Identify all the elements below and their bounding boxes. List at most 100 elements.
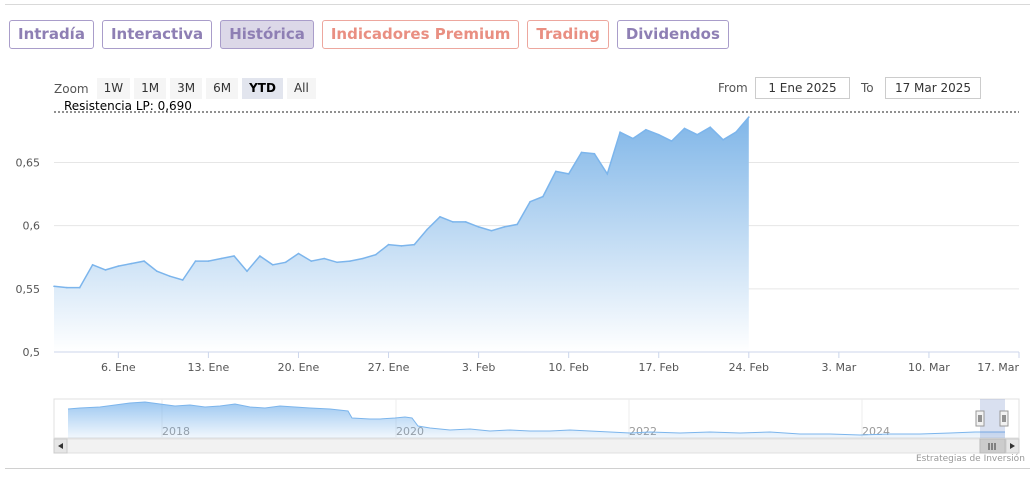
data-point <box>696 133 699 136</box>
data-point <box>477 226 480 228</box>
data-point <box>156 270 158 273</box>
data-point <box>748 116 750 118</box>
x-tick-label: 3. Mar <box>821 361 856 374</box>
data-point <box>362 257 364 260</box>
data-point <box>387 243 390 246</box>
tab-hist-rica[interactable]: Histórica <box>220 20 314 49</box>
data-point <box>53 285 55 288</box>
data-point <box>722 139 724 141</box>
tab-interactiva[interactable]: Interactiva <box>101 20 213 49</box>
data-point <box>593 152 596 155</box>
data-point <box>529 200 531 203</box>
data-point <box>207 260 210 262</box>
data-point <box>516 223 518 226</box>
x-tick-label: 10. Feb <box>548 361 588 374</box>
zoom-button-ytd[interactable]: YTD <box>242 78 283 99</box>
data-point <box>709 126 711 128</box>
data-point <box>220 257 223 260</box>
data-point <box>490 229 493 232</box>
arrow-right-icon <box>1010 443 1015 449</box>
zoom-button-1w[interactable]: 1W <box>96 78 131 99</box>
data-point <box>542 195 544 198</box>
x-tick-label: 17. Feb <box>638 361 678 374</box>
zoom-button-3m[interactable]: 3M <box>170 78 203 99</box>
x-tick-label: 24. Feb <box>729 361 769 374</box>
y-axis-labels: 0,5 0,55 0,6 0,65 <box>16 157 41 359</box>
data-point <box>78 286 81 289</box>
tab-trading[interactable]: Trading <box>527 20 609 49</box>
data-point <box>567 173 570 175</box>
tab-indicadores-premium[interactable]: Indicadores Premium <box>321 20 520 49</box>
zoom-button-6m[interactable]: 6M <box>206 78 239 99</box>
to-date-input[interactable]: 17 Mar 2025 <box>885 77 981 99</box>
y-tick-label: 0,65 <box>16 157 41 170</box>
data-point <box>400 245 403 247</box>
from-date-input[interactable]: 1 Ene 2025 <box>755 77 850 99</box>
data-point <box>104 269 107 271</box>
data-point <box>670 140 673 142</box>
data-point <box>735 131 737 133</box>
to-label: To <box>861 81 874 95</box>
scrollbar-track[interactable] <box>53 438 1020 454</box>
x-tick-label: 3. Feb <box>462 361 495 374</box>
data-point <box>645 128 647 131</box>
resistance-line: Resistencia LP: 0,690 <box>54 99 1019 113</box>
data-point <box>143 260 145 262</box>
data-point <box>426 228 428 231</box>
data-point <box>181 279 184 281</box>
data-point <box>555 170 557 173</box>
tab-dividendos[interactable]: Dividendos <box>616 20 729 49</box>
data-point <box>246 270 248 273</box>
data-point <box>349 260 351 262</box>
data-point <box>606 173 609 175</box>
zoom-label: Zoom <box>54 81 89 96</box>
y-tick-label: 0,6 <box>23 220 41 233</box>
data-point <box>297 252 300 255</box>
data-point <box>271 264 274 266</box>
data-point <box>336 261 338 264</box>
x-tick-label: 13. Ene <box>188 361 230 374</box>
data-point <box>323 257 326 260</box>
data-point <box>464 221 467 223</box>
data-point <box>619 131 621 133</box>
zoom-button-all[interactable]: All <box>286 78 316 99</box>
data-point <box>233 255 235 257</box>
data-point <box>117 265 120 267</box>
data-point <box>284 261 287 264</box>
price-area-series <box>53 116 750 352</box>
credits-text: Estrategias de Inversión <box>916 454 1025 464</box>
tab-bar: Intradía Interactiva Histórica Indicadores … <box>9 20 729 49</box>
navigator-line <box>67 401 1005 436</box>
navigator[interactable]: 2018202020222024 <box>53 398 1020 454</box>
from-label: From <box>718 81 748 95</box>
data-point <box>503 226 506 228</box>
data-point <box>374 253 377 256</box>
tab-intrad-a[interactable]: Intradía <box>9 20 94 49</box>
arrow-left-icon <box>58 443 63 449</box>
x-tick-label: 17. Mar <box>977 361 1019 374</box>
x-axis: 6. Ene 13. Ene 20. Ene 27. Ene 3. Feb 10. Feb… <box>54 351 1020 374</box>
zoom-button-1m[interactable]: 1M <box>134 78 167 99</box>
area-fill <box>54 117 749 352</box>
data-point <box>66 286 68 289</box>
navigator-handle[interactable] <box>975 410 985 427</box>
navigator-handle[interactable] <box>999 410 1009 427</box>
data-point <box>310 260 313 262</box>
top-divider <box>5 4 1030 5</box>
bottom-divider <box>5 468 1030 469</box>
navigator-area <box>68 402 1005 438</box>
data-point <box>632 137 634 140</box>
zoom-controls: Zoom 1W 1M 3M 6M YTD All <box>54 78 316 99</box>
data-point <box>657 133 660 136</box>
data-point <box>130 262 132 265</box>
data-point <box>91 264 94 266</box>
x-tick-label: 6. Ene <box>101 361 136 374</box>
data-point <box>413 243 416 246</box>
data-point <box>169 275 171 278</box>
data-point <box>194 260 197 262</box>
y-tick-label: 0,55 <box>16 283 41 296</box>
data-point <box>259 255 261 257</box>
y-tick-label: 0,5 <box>23 346 41 359</box>
x-tick-label: 20. Ene <box>278 361 320 374</box>
